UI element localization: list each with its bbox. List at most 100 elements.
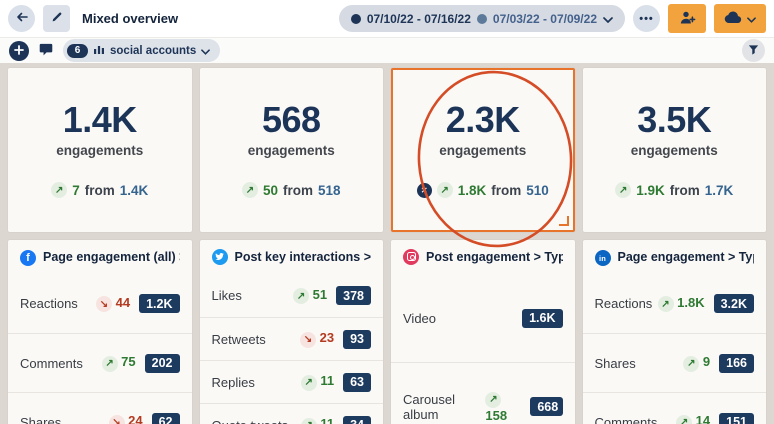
row-label: Carousel album [403,391,456,422]
row-change: ↘ 23 [300,330,334,348]
row-change: ↗ 9 [683,354,710,372]
metric-row: Reactions ↘ 44 1.2K [8,274,192,333]
network-icon-slot: f [20,248,36,266]
breakdown-header: Post engagement > Type [403,240,563,274]
row-change: ↗ 11 [300,373,335,391]
metric-row: Quote tweets ↗ 11 34 [199,403,383,424]
instagram-icon [403,248,419,265]
summary-card[interactable]: 568 engagements ↗ 50 from 518 [199,68,383,232]
summary-card[interactable]: 3.5K engagements ↗ 1.9K from 1.7K [582,68,766,232]
export-button[interactable] [714,4,766,33]
metric-row: Comments ↗ 14 151 [582,392,766,424]
row-values: ↗ 158 668 [485,390,563,423]
row-label: Retweets [211,331,266,347]
row-values: ↗ 14 151 [676,412,754,424]
accounts-label: social accounts [110,44,197,57]
metric-row: Comments ↗ 75 202 [8,333,192,392]
row-change-value: 1.8K [677,294,705,310]
row-total-badge: 1.6K [522,308,563,328]
date-range-primary: 07/10/22 - 07/16/22 [366,11,471,26]
back-button[interactable] [8,5,35,32]
breakdown-title: Post key interactions > Type [234,250,372,264]
metric-row: Likes ↗ 51 378 [200,274,384,317]
row-label: Replies [211,374,255,390]
metric-label: engagements [439,143,527,158]
chevron-down-icon [747,11,756,26]
trend-arrow-icon: ↘ [300,331,316,348]
facebook-icon: f [20,250,36,266]
row-label: Quote tweets [212,418,289,424]
row-values: ↗ 11 63 [300,372,371,392]
row-total-badge: 63 [343,372,371,392]
breakdown-title: Page engagement > Type [617,250,755,264]
metric-value: 1.4K [62,99,138,140]
trend-arrow-icon: ↗ [615,182,632,198]
row-total-badge: 34 [343,415,371,424]
breakdown-card[interactable]: f Page engagement (all) > T... Reactions… [8,240,192,424]
social-accounts-selector[interactable]: 6 social accounts [63,39,221,62]
add-widget-button[interactable] [9,40,29,61]
row-change-value: 158 [485,407,508,423]
date-range-selector[interactable]: 07/10/22 - 07/16/22 07/03/22 - 07/09/22 [338,5,625,32]
edit-button[interactable] [43,5,70,32]
metric-row: Replies ↗ 11 63 [199,360,383,403]
breakdown-header: Post key interactions > Type [211,240,372,274]
row-change: ↗ 51 [293,287,327,305]
row-values: ↘ 24 62 [108,412,180,424]
breakdown-card[interactable]: Post engagement > Type Video 1.6K Carous… [391,240,575,424]
breakdown-card[interactable]: in Page engagement > Type Reactions ↗ 1.… [582,240,767,424]
metric-label: engagements [56,143,144,158]
breakdown-list: Video 1.6K Carousel album ↗ 158 668 [391,274,575,424]
filter-button[interactable] [742,39,765,62]
filter-toolbar: 6 social accounts [0,38,774,63]
row-total-badge: 3.2K [713,294,754,313]
accounts-count-badge: 6 [67,43,88,58]
row-change-value: 11 [320,416,335,424]
row-total-badge: 93 [343,329,371,349]
from-value: 518 [318,182,341,198]
trend-arrow-icon: ↗ [51,182,68,198]
ellipsis-icon: ••• [639,12,654,25]
change-value: 50 [262,182,278,198]
row-change-value: 24 [128,413,143,424]
row-label: Likes [211,288,242,303]
row-total-badge: 1.2K [139,294,180,313]
summary-card[interactable]: 2.3K engagements ✕ ↗ 1.8K from 510 [391,68,575,232]
from-word: from [669,182,700,198]
change-value: 1.9K [636,182,665,198]
row-label: Reactions [594,296,653,311]
metric-label: engagements [247,143,335,158]
date-range-comparison: 07/03/22 - 07/09/22 [492,11,597,26]
row-total-badge: 151 [719,412,754,424]
comments-button[interactable] [38,42,54,60]
metric-note-icon: ✕ [416,182,432,198]
row-values: ↘ 44 1.2K [96,294,180,313]
metric-row: Carousel album ↗ 158 668 [391,362,575,424]
metric-change-row: ✕ ↗ 1.8K from 510 [416,182,549,198]
change-value: 7 [72,182,80,198]
row-label: Shares [594,355,636,371]
export-cloud-icon [724,10,743,27]
breakdown-title: Page engagement (all) > T... [43,250,180,264]
resize-handle[interactable] [558,216,569,226]
network-icon-slot: in [594,248,611,267]
breakdown-card[interactable]: Post key interactions > Type Likes ↗ 51 … [199,240,384,424]
breakdown-header: f Page engagement (all) > T... [20,240,180,274]
plus-icon [14,43,24,58]
row-change-value: 14 [695,413,711,424]
row-change: ↗ 75 [101,354,136,372]
metric-row: Reactions ↗ 1.8K 3.2K [583,274,767,333]
summary-card[interactable]: 1.4K engagements ↗ 7 from 1.4K [8,68,192,232]
share-report-button[interactable] [668,4,706,33]
date-dot-primary-icon [350,13,361,24]
widgets-canvas: 1.4K engagements ↗ 7 from 1.4K 568 engag… [0,63,774,424]
row-total-badge: 62 [151,412,180,424]
row-change-value: 75 [121,354,136,370]
row-change: ↗ 11 [300,416,335,424]
trend-arrow-icon: ↘ [108,414,125,424]
row-change-value: 11 [320,373,335,389]
trend-arrow-icon: ↗ [676,414,693,424]
row-label: Video [403,310,437,326]
more-options-button[interactable]: ••• [633,5,660,32]
top-header: Mixed overview 07/10/22 - 07/16/22 07/03… [0,0,774,38]
